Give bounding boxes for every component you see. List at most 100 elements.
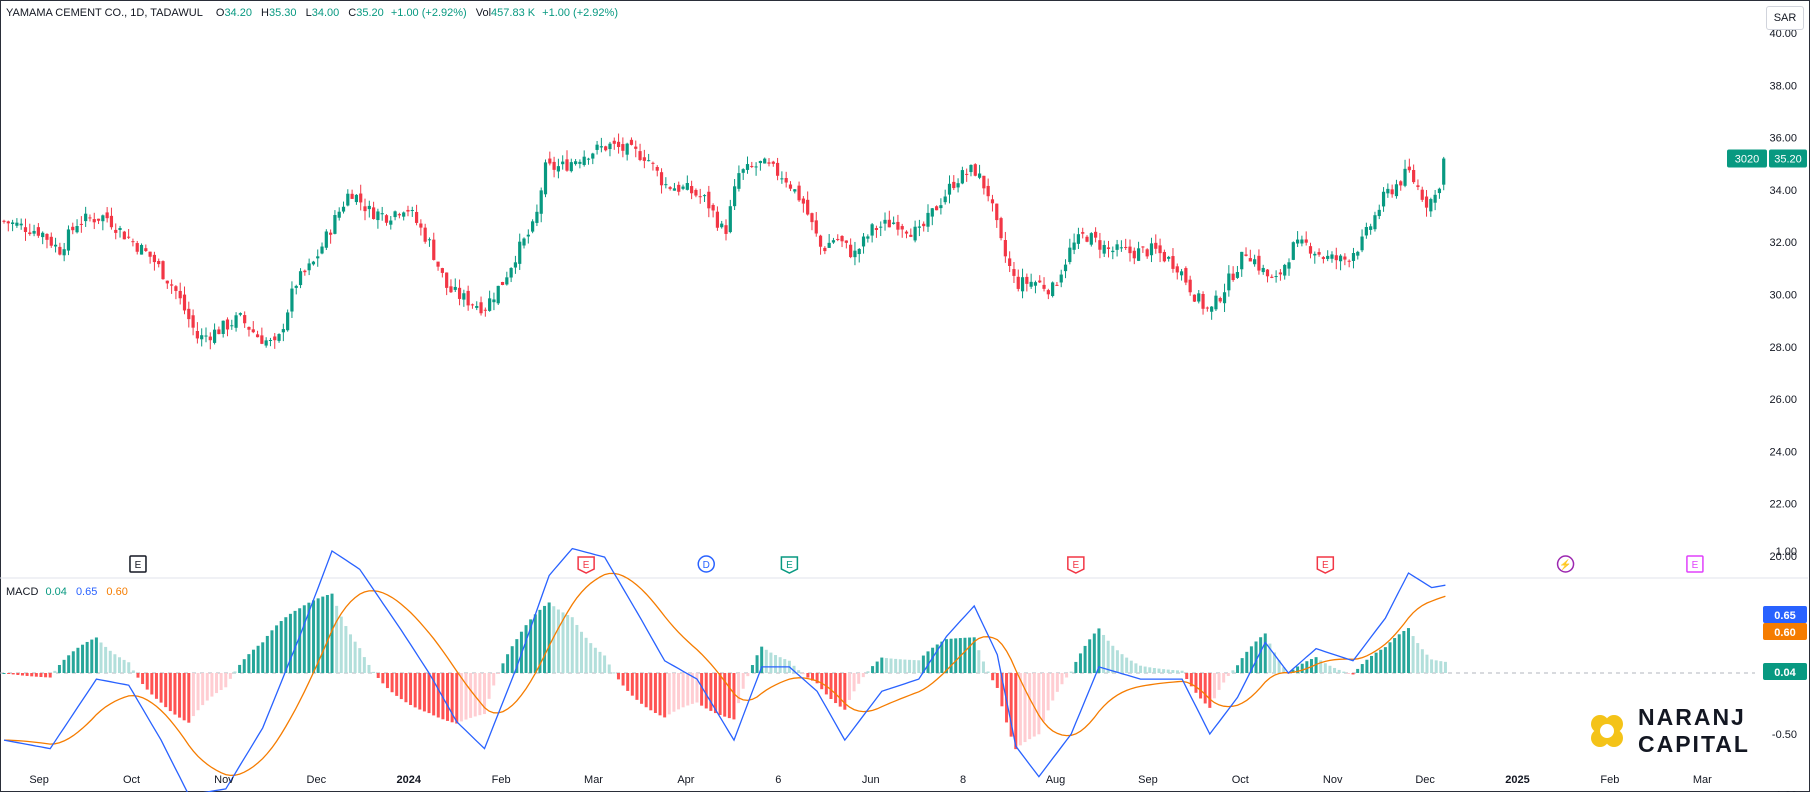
macd-hist-bar (593, 647, 597, 673)
macd-hist-bar (1088, 639, 1092, 673)
candle-body (36, 227, 40, 236)
candle-body (681, 186, 685, 189)
macd-title[interactable]: MACD (6, 586, 39, 598)
symbol-legend[interactable]: YAMAMA CEMENT CO., 1D, TADAWUL O34.20 H3… (6, 7, 618, 19)
macd-hist-bar (233, 671, 237, 673)
event-marker-letter: E (1073, 560, 1080, 571)
event-marker-7[interactable]: E (1686, 555, 1704, 573)
candle-body (707, 191, 711, 209)
candle-body (1205, 307, 1209, 309)
macd-hist-bar (1231, 670, 1235, 673)
macd-tick-label: -0.50 (1772, 729, 1797, 741)
macd-hist-bar (1166, 669, 1170, 673)
candle-body (440, 268, 444, 273)
candle-body (1274, 276, 1278, 278)
macd-hist-bar (53, 670, 57, 673)
event-marker-6[interactable]: ⚡ (1556, 555, 1575, 573)
candle-body (414, 211, 419, 223)
macd-hist-bar (1171, 670, 1175, 673)
event-marker-5[interactable]: E (1316, 556, 1335, 574)
symbol-title[interactable]: YAMAMA CEMENT CO., 1D, TADAWUL (6, 7, 203, 19)
macd-hist-bar (1074, 661, 1078, 673)
candle-body (320, 246, 324, 254)
candle-body (1222, 292, 1227, 304)
event-marker-0[interactable]: E (129, 555, 147, 573)
macd-hist-bar (446, 673, 450, 721)
macd-hist-bar (649, 673, 653, 711)
macd-hist-bar (677, 673, 681, 710)
candle-body (118, 228, 122, 230)
candle-body (170, 284, 174, 286)
macd-hist-bar (261, 642, 265, 673)
price-tick-label: 28.00 (1769, 342, 1797, 354)
candle-body (1373, 215, 1377, 230)
macd-hist-bar (1236, 665, 1240, 673)
macd-hist-bar (750, 665, 754, 673)
candle-body (165, 280, 169, 284)
candle-body (1033, 282, 1038, 286)
event-marker-4[interactable]: E (1067, 556, 1085, 574)
candle-body (243, 315, 247, 324)
macd-hist-bar (1268, 643, 1272, 673)
macd-hist-bar (815, 673, 819, 684)
high-label: H (261, 7, 269, 19)
candle-body (161, 261, 165, 280)
candle-body (1197, 293, 1201, 302)
macd-signal-value: 0.60 (106, 586, 128, 598)
macd-hist-bar (690, 673, 694, 704)
candle-body (1407, 166, 1411, 171)
macd-hist-bar (1360, 664, 1364, 673)
candle-body (857, 248, 861, 255)
event-marker-2[interactable]: D (697, 555, 715, 573)
candle-body (647, 160, 651, 162)
macd-hist-bar (376, 673, 380, 678)
candle-body (827, 242, 831, 248)
candle-body (1235, 272, 1240, 278)
macd-hist-bar (215, 673, 219, 694)
macd-hist-bar (737, 673, 741, 704)
event-marker-3[interactable]: E (780, 556, 799, 574)
candle-body (659, 172, 664, 186)
event-marker-1[interactable]: E (577, 556, 595, 574)
candle-body (1089, 233, 1093, 245)
candle-body (599, 146, 603, 148)
macd-hist-bar (228, 673, 232, 679)
candle-body (384, 215, 389, 223)
candle-body (664, 184, 668, 186)
price-tick-label: 22.00 (1769, 499, 1797, 511)
candle-body (685, 183, 689, 190)
macd-hist-bar (1397, 634, 1401, 673)
time-tick-label: Dec (1415, 774, 1435, 786)
candle-body (629, 139, 634, 145)
macd-hist-bar (1143, 666, 1147, 673)
logo-line-2: CAPITAL (1638, 731, 1750, 757)
macd-hist-bar (1032, 673, 1036, 737)
macd-hist-bar (667, 673, 671, 715)
macd-hist-bar (358, 648, 362, 673)
candle-body (200, 335, 204, 340)
macd-hist-bar (940, 641, 944, 673)
macd-hist-bar (256, 645, 260, 673)
candle-body (698, 196, 702, 198)
candle-body (341, 206, 346, 212)
candle-body (715, 211, 720, 228)
macd-hist-bar (1042, 673, 1045, 722)
candle-body (526, 234, 530, 237)
candle-body (797, 185, 801, 201)
macd-hist-bar (894, 658, 898, 673)
candle-body (1020, 277, 1025, 292)
candle-body (982, 175, 986, 189)
macd-hist-bar (1416, 643, 1420, 673)
price-tick-label: 34.00 (1769, 185, 1797, 197)
candle-body (1287, 262, 1291, 269)
macd-legend[interactable]: MACD 0.04 0.65 0.60 (6, 586, 128, 598)
macd-hist-bar (492, 673, 496, 686)
currency-button[interactable]: SAR (1766, 6, 1804, 30)
macd-hist-bar (709, 673, 713, 711)
macd-hist-bar (1328, 665, 1332, 673)
time-tick-label: Sep (29, 774, 49, 786)
candle-body (359, 193, 363, 203)
macd-hist-bar (547, 602, 551, 673)
last-price-tag (1769, 149, 1807, 168)
